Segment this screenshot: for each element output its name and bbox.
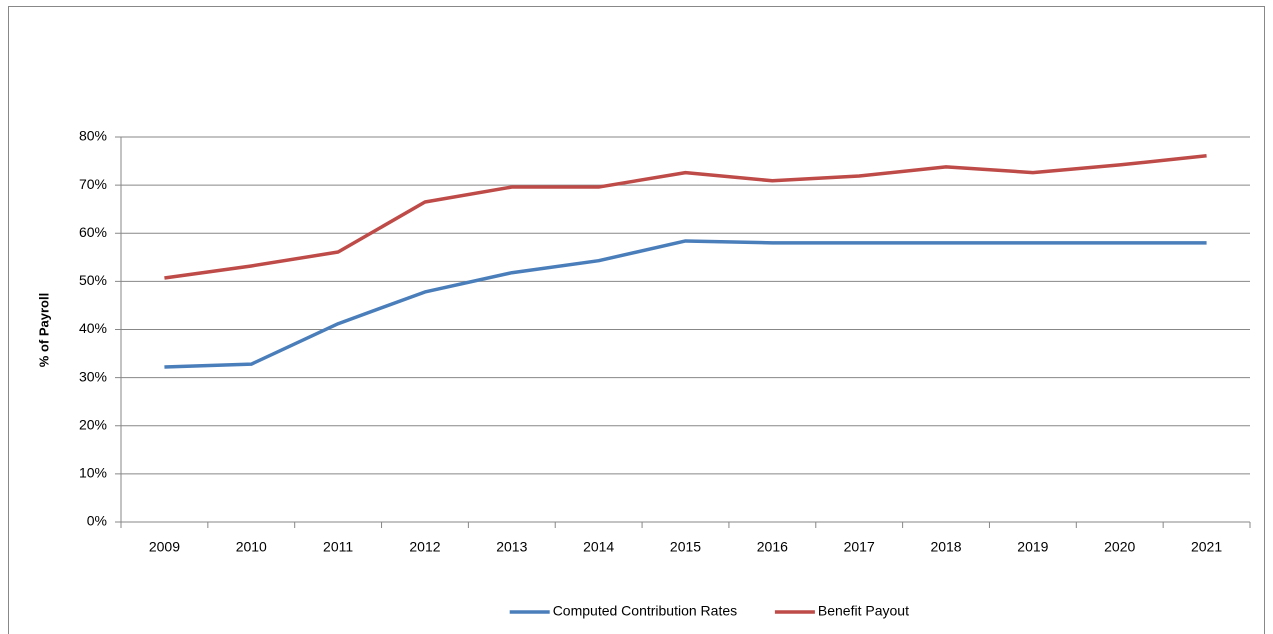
x-tick-label: 2012	[409, 539, 440, 555]
x-tick-label: 2018	[930, 539, 961, 555]
x-tick-label: 2016	[757, 539, 788, 555]
series-line	[164, 154, 1207, 280]
y-tick-label: 80%	[79, 128, 107, 144]
y-axis-label: % of Payroll	[36, 293, 51, 367]
legend-label: Computed Contribution Rates	[553, 603, 737, 619]
x-tick-label: 2019	[1017, 539, 1048, 555]
chart-frame	[8, 6, 1265, 634]
y-tick-label: 0%	[87, 513, 107, 529]
x-tick-label: 2009	[149, 539, 180, 555]
legend-label: Benefit Payout	[818, 603, 909, 619]
x-tick-label: 2013	[496, 539, 527, 555]
x-tick-label: 2017	[844, 539, 875, 555]
y-tick-label: 60%	[79, 224, 107, 240]
y-tick-label: 70%	[79, 176, 107, 192]
x-tick-label: 2011	[323, 539, 353, 555]
y-tick-label: 20%	[79, 416, 107, 432]
y-tick-label: 10%	[79, 465, 107, 481]
series-line	[164, 239, 1207, 369]
x-tick-label: 2014	[583, 539, 614, 555]
x-tick-label: 2015	[670, 539, 701, 555]
y-tick-label: 40%	[79, 320, 107, 336]
x-tick-label: 2021	[1191, 539, 1222, 555]
x-tick-label: 2020	[1104, 539, 1135, 555]
y-tick-label: 30%	[79, 368, 107, 384]
y-tick-label: 50%	[79, 272, 107, 288]
x-tick-label: 2010	[236, 539, 267, 555]
